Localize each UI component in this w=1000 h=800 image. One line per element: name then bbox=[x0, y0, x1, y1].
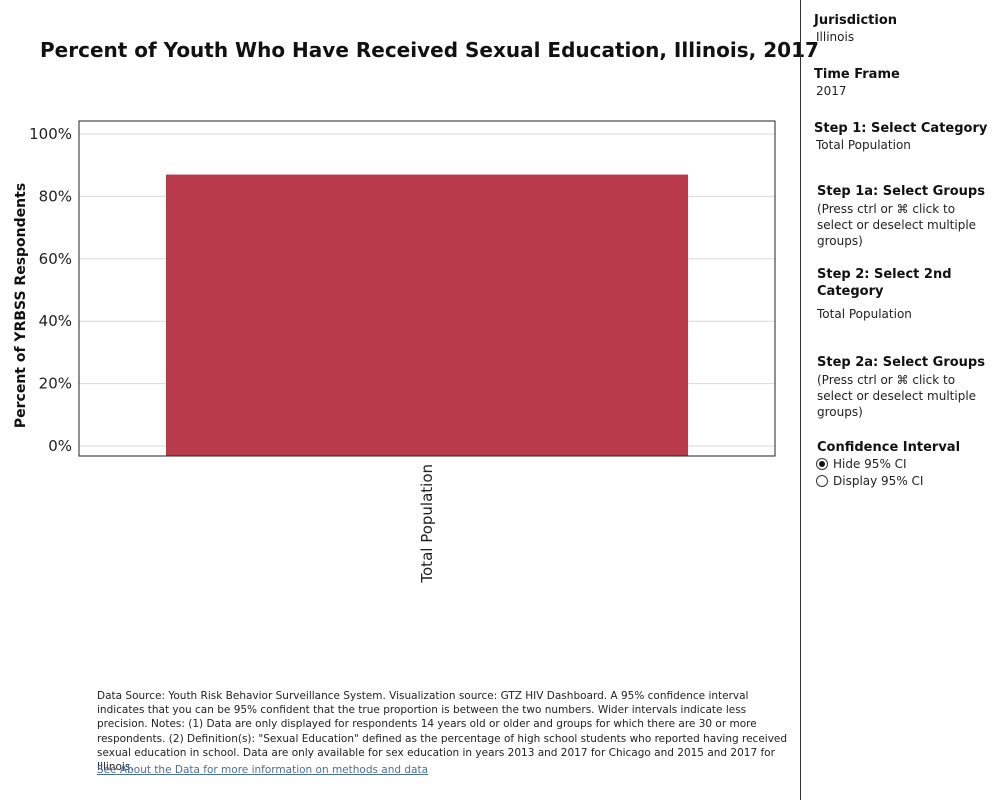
ci-option-hide-label: Hide 95% CI bbox=[833, 457, 907, 471]
radio-unselected-icon[interactable] bbox=[816, 475, 828, 487]
timeframe-label: Time Frame bbox=[814, 67, 900, 82]
jurisdiction-value[interactable]: Illinois bbox=[816, 30, 855, 44]
ci-option-display[interactable]: Display 95% CI bbox=[816, 474, 923, 488]
x-category-label: Total Population bbox=[418, 464, 436, 584]
bar bbox=[166, 174, 688, 456]
y-tick-label: 80% bbox=[39, 187, 72, 205]
jurisdiction-label: Jurisdiction bbox=[814, 13, 898, 28]
y-tick-label: 0% bbox=[48, 437, 72, 455]
bar-chart: 0% 20% 40% 60% 80% 100% Total Population Percen… bbox=[0, 100, 790, 604]
chart-title: Percent of Youth Who Have Received Sexua… bbox=[40, 38, 819, 62]
step2-value[interactable]: Total Population bbox=[817, 307, 912, 321]
radio-selected-icon[interactable] bbox=[816, 458, 828, 470]
step1a-hint: (Press ctrl or ⌘ click to select or dese… bbox=[817, 202, 977, 248]
y-axis-label: Percent of YRBSS Respondents bbox=[13, 183, 29, 428]
step1-value[interactable]: Total Population bbox=[816, 138, 911, 152]
y-tick-label: 20% bbox=[39, 375, 72, 393]
ci-option-hide[interactable]: Hide 95% CI bbox=[816, 457, 907, 471]
y-tick-label: 40% bbox=[39, 312, 72, 330]
data-source-note: Data Source: Youth Risk Behavior Surveil… bbox=[97, 690, 788, 774]
panel-divider bbox=[800, 0, 801, 800]
step2-label: Step 2: Select 2nd Category bbox=[817, 267, 952, 299]
ci-option-display-label: Display 95% CI bbox=[833, 474, 924, 488]
step2a-label: Step 2a: Select Groups bbox=[817, 355, 985, 370]
ci-label: Confidence Interval bbox=[817, 440, 961, 455]
plot-frame bbox=[78, 120, 776, 457]
chart-svg: 0% 20% 40% 60% 80% 100% Total Population Percen… bbox=[13, 120, 776, 584]
y-tick-label: 100% bbox=[29, 125, 72, 143]
step1a-label: Step 1a: Select Groups bbox=[817, 184, 985, 199]
step1-label: Step 1: Select Category bbox=[814, 121, 988, 136]
about-data-link[interactable]: See About the Data for more information … bbox=[97, 764, 429, 776]
step2a-hint: (Press ctrl or ⌘ click to select or dese… bbox=[817, 373, 977, 419]
y-tick-label: 60% bbox=[39, 250, 72, 268]
timeframe-value[interactable]: 2017 bbox=[816, 84, 847, 98]
